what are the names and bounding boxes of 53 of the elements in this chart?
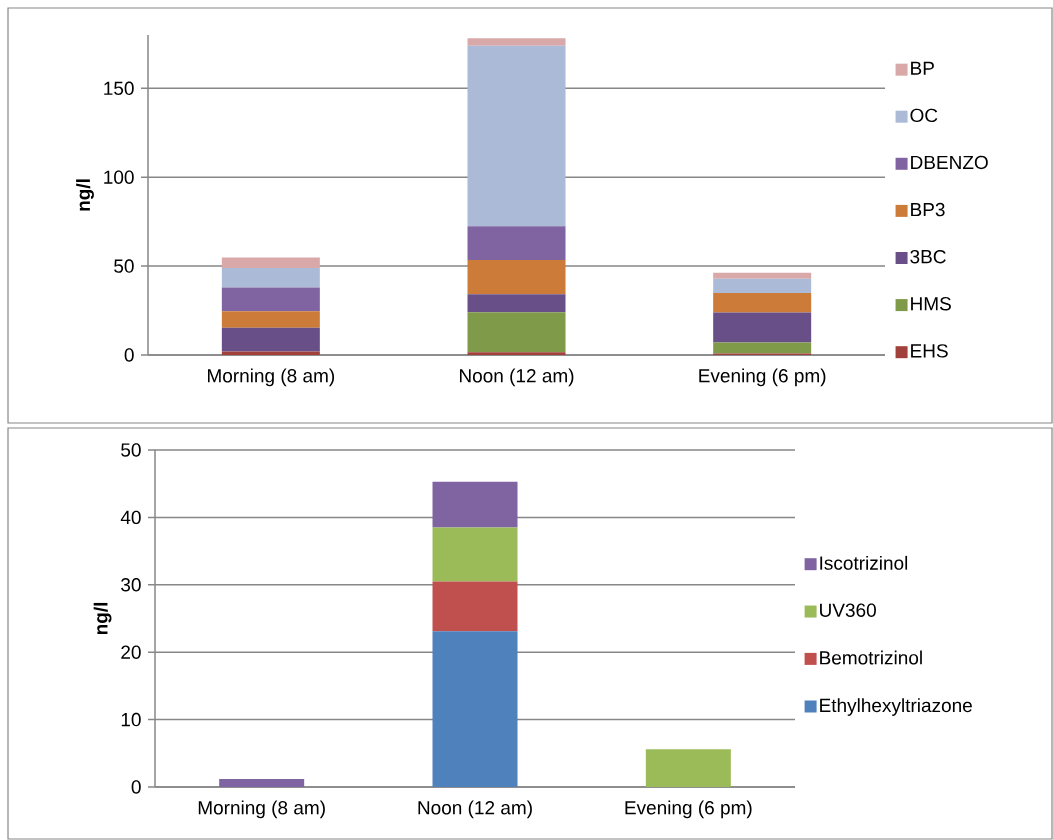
legend-label: BP <box>911 61 934 75</box>
legend-label: DBENZO <box>911 155 988 170</box>
y-tick-label: 0 <box>131 780 141 794</box>
bar <box>713 312 812 343</box>
bar <box>221 268 320 288</box>
y-tick-label: 30 <box>121 578 141 592</box>
bar <box>467 352 566 355</box>
x-tick-label: Noon (12 am) <box>418 800 532 819</box>
bar <box>432 481 518 528</box>
y-tick-label: 50 <box>114 259 134 273</box>
bar <box>221 351 320 355</box>
legend-label: Iscotrizinol <box>820 555 908 570</box>
bar <box>221 327 320 352</box>
bar <box>645 749 731 787</box>
x-tick-label: Morning (8 am) <box>198 800 325 819</box>
bar <box>221 287 320 312</box>
x-tick-label: Noon (12 am) <box>459 368 574 387</box>
bar <box>219 778 305 787</box>
legend-label: OC <box>910 108 938 123</box>
bar <box>221 311 320 328</box>
bar <box>467 38 566 46</box>
legend-label: 3BC <box>910 249 946 264</box>
y-tick-label: 10 <box>121 712 141 727</box>
bar <box>713 278 812 294</box>
legend-label: EHS <box>911 344 948 358</box>
bar <box>713 293 812 313</box>
bar <box>432 631 518 787</box>
bar <box>467 260 566 295</box>
y-tick-label: 100 <box>104 170 134 184</box>
x-tick-label: Evening (6 pm) <box>699 368 826 387</box>
y-tick-label: 50 <box>121 443 141 457</box>
legend-label: Bemotrizinol <box>820 650 922 665</box>
y-tick-label: 20 <box>121 645 141 659</box>
bar <box>467 294 566 313</box>
bar <box>467 312 566 353</box>
x-tick-label: Evening (6 pm) <box>625 800 752 819</box>
legend-label: BP3 <box>911 202 945 217</box>
legend-label: UV360 <box>820 603 876 617</box>
bar <box>713 342 812 354</box>
bar <box>713 272 812 279</box>
bar <box>467 45 566 227</box>
bar <box>432 581 518 632</box>
y-tick-label: 40 <box>120 510 141 525</box>
bar <box>221 257 320 269</box>
legend-label: Ethylhexyltriazone <box>820 698 972 716</box>
x-tick-label: Morning (8 am) <box>208 368 335 387</box>
y-axis-title: ng/l <box>93 602 112 635</box>
bar <box>432 527 518 582</box>
y-axis-title: ng/l <box>76 179 94 211</box>
y-tick-label: 0 <box>124 348 134 362</box>
legend-label: HMS <box>911 297 951 311</box>
y-tick-label: 150 <box>104 81 134 96</box>
bar <box>467 226 566 261</box>
